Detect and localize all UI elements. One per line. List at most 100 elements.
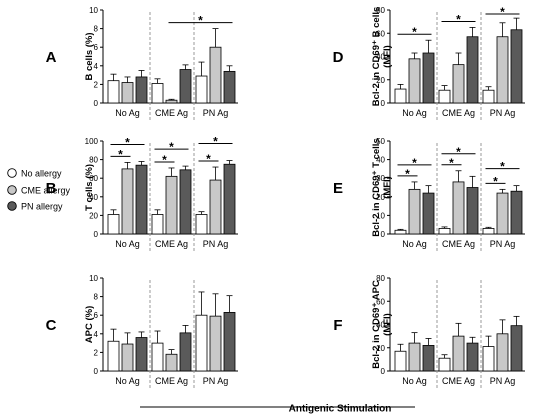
bar-d: [510, 29, 523, 104]
y-tick-label-b: 40: [89, 193, 98, 202]
y-tick-label-e: 50: [376, 137, 385, 146]
chart-panel-c: C APC (%) 0 2 4 6 8 10 No Ag CME Ag PN Ag: [46, 274, 238, 389]
legend-label-no-allergy: No allergy: [21, 169, 62, 179]
bar-a: [209, 46, 222, 104]
bar-e: [422, 192, 435, 235]
panel-label-d: D: [333, 49, 344, 66]
y-axis-label-c: APC (%): [84, 306, 95, 343]
bar-b: [121, 168, 134, 235]
bar-e: [496, 192, 509, 235]
category-label-c: CME Ag: [155, 376, 188, 386]
significance-star-b: *: [162, 153, 167, 167]
chart-panel-e: E Bcl-2 in CD69⁺ T cells (MFI) 0 10 20 30 40 50 N…: [333, 137, 525, 252]
bar-b: [179, 169, 192, 235]
bar-a: [107, 80, 120, 104]
bar-b: [135, 164, 148, 235]
significance-star-d: *: [500, 5, 505, 19]
significance-star-e: *: [500, 160, 505, 174]
category-label-a: CME Ag: [155, 108, 188, 118]
y-tick-label-d: 60: [376, 29, 385, 38]
bar-e: [510, 190, 523, 235]
bar-d: [394, 88, 407, 104]
panel-label-f: F: [333, 317, 342, 334]
bar-e: [394, 229, 407, 235]
y-axis-label-f: Bcl-2 in CD69⁺ APC: [371, 280, 382, 369]
bar-e: [482, 228, 495, 235]
legend-swatch-no-allergy: [7, 168, 17, 178]
bar-f: [466, 342, 479, 372]
bar-d: [496, 36, 509, 104]
y-tick-label-c: 0: [94, 367, 99, 376]
y-tick-label-e: 0: [381, 230, 386, 239]
panel-label-b: B: [46, 180, 57, 197]
y-axis-label-a: B cells (%): [84, 32, 95, 80]
category-label-e: CME Ag: [442, 239, 475, 249]
bar-c: [165, 353, 178, 372]
bar-d: [466, 36, 479, 104]
significance-star-b: *: [118, 147, 123, 161]
y-tick-label-f: 20: [376, 344, 385, 353]
y-tick-label-d: 40: [376, 53, 385, 62]
y-tick-label-c: 10: [89, 274, 98, 283]
bar-b: [151, 214, 164, 235]
bar-f: [408, 342, 421, 372]
y-tick-label-f: 0: [381, 367, 386, 376]
chart-panel-d: D Bcl-2 in CD69⁺ B cells (MFI)020406080No …: [333, 5, 525, 121]
significance-star-e: *: [449, 156, 454, 170]
y-tick-label-f: 60: [376, 297, 385, 306]
y-tick-label-e: 40: [376, 156, 385, 165]
bar-c: [223, 312, 236, 372]
y-tick-label-c: 4: [94, 330, 99, 339]
y-axis-unit-e: (MFI): [382, 176, 393, 199]
significance-star-e: *: [493, 174, 498, 188]
category-label-e: No Ag: [402, 239, 427, 249]
significance-star-e: *: [412, 156, 417, 170]
bar-c: [121, 343, 134, 372]
bar-c: [209, 315, 222, 372]
y-tick-label-c: 8: [94, 293, 99, 302]
y-tick-label-a: 2: [94, 80, 99, 89]
bar-a: [179, 69, 192, 104]
category-label-b: PN Ag: [203, 239, 229, 249]
y-tick-label-d: 0: [381, 99, 386, 108]
bar-a: [135, 76, 148, 104]
bar-a: [165, 99, 178, 104]
bar-a: [195, 75, 208, 104]
y-tick-label-b: 100: [85, 137, 99, 146]
significance-star-d: *: [412, 25, 417, 39]
bar-e: [466, 187, 479, 235]
y-axis-label-e: Bcl-2 in CD69⁺ T cells: [371, 138, 382, 236]
y-tick-label-e: 10: [376, 211, 385, 220]
legend-swatch-cme-allergy: [7, 185, 17, 195]
y-axis-label-b: T cells (%): [84, 164, 95, 211]
bar-c: [195, 314, 208, 372]
bar-d: [452, 64, 465, 104]
bar-a: [223, 70, 236, 104]
bar-e: [438, 228, 451, 235]
significance-star-a: *: [198, 14, 203, 28]
significance-star-b: *: [125, 135, 130, 149]
category-label-a: No Ag: [115, 108, 140, 118]
significance-star-b: *: [169, 140, 174, 154]
y-tick-label-a: 0: [94, 99, 99, 108]
bar-d: [422, 52, 435, 104]
bar-f: [510, 325, 523, 372]
bar-f: [496, 333, 509, 372]
y-tick-label-f: 80: [376, 274, 385, 283]
bar-b: [223, 163, 236, 235]
category-label-f: No Ag: [402, 376, 427, 386]
legend-item-no-allergy: No allergy: [7, 168, 62, 179]
significance-star-e: *: [405, 167, 410, 181]
bar-d: [482, 89, 495, 104]
y-tick-label-b: 20: [89, 211, 98, 220]
bar-c: [107, 340, 120, 372]
y-tick-label-c: 6: [94, 311, 99, 320]
y-tick-label-d: 80: [376, 6, 385, 15]
bar-c: [135, 337, 148, 372]
y-axis-label-d: Bcl-2 in CD69⁺ B cells: [371, 7, 382, 107]
bar-e: [452, 181, 465, 235]
y-tick-label-f: 40: [376, 321, 385, 330]
y-tick-label-b: 0: [94, 230, 99, 239]
bar-f: [422, 345, 435, 372]
